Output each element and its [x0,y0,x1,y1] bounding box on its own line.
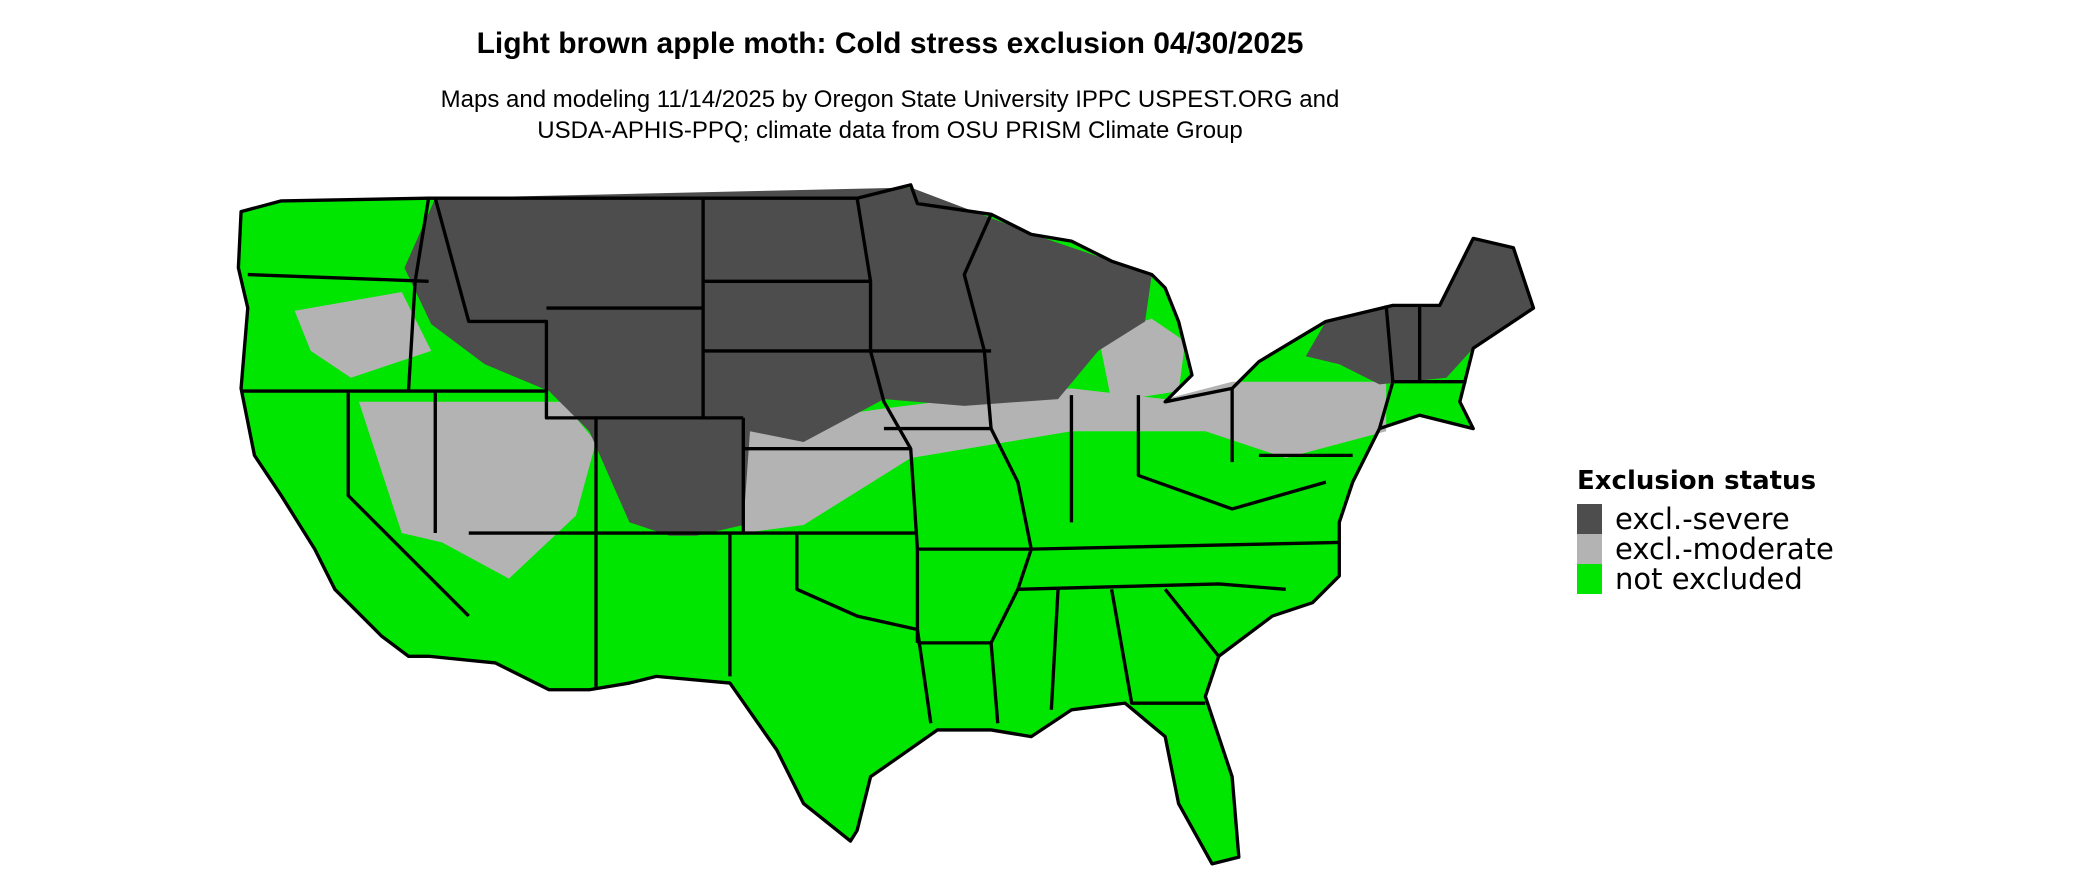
state-border [346,391,470,618]
legend: Exclusion status excl.-severe excl.-mode… [1577,466,1834,596]
state-border [883,213,993,431]
legend-swatch-moderate [1577,534,1602,564]
state-border [1049,589,1060,710]
state-border [433,197,598,690]
state-border [1109,589,1206,705]
state-border [795,533,933,724]
legend-label: not excluded [1615,562,1803,596]
national-outline [236,183,1536,866]
state-border [728,417,745,677]
state-border [1017,582,1286,591]
state-border [1163,588,1221,658]
state-border [247,272,429,283]
region-excl-moderate-michigan [1098,318,1186,402]
state-borders [236,183,1536,866]
legend-item-not-excluded: not excluded [1577,562,1834,596]
state-border [989,642,1000,724]
legend-title: Exclusion status [1577,466,1817,496]
region-excl-moderate-midwest [743,381,1387,534]
region-excl-moderate-northwest [294,291,432,378]
map-subtitle-line-2: USDA-APHIS-PPQ; climate data from OSU PR… [537,117,1243,144]
legend-label: excl.-moderate [1615,532,1834,566]
map-subtitle-line-1: Maps and modeling 11/14/2025 by Oregon S… [440,86,1340,113]
legend-swatch-not-excluded [1577,564,1602,594]
legend-item-moderate: excl.-moderate [1577,532,1834,566]
map-title: Light brown apple moth: Cold stress excl… [476,27,1304,60]
legend-item-severe: excl.-severe [1577,502,1834,536]
state-border [989,427,1340,551]
state-border [1136,395,1327,511]
legend-label: excl.-severe [1615,502,1790,536]
legend-swatch-severe [1577,504,1602,534]
state-border [406,197,431,392]
